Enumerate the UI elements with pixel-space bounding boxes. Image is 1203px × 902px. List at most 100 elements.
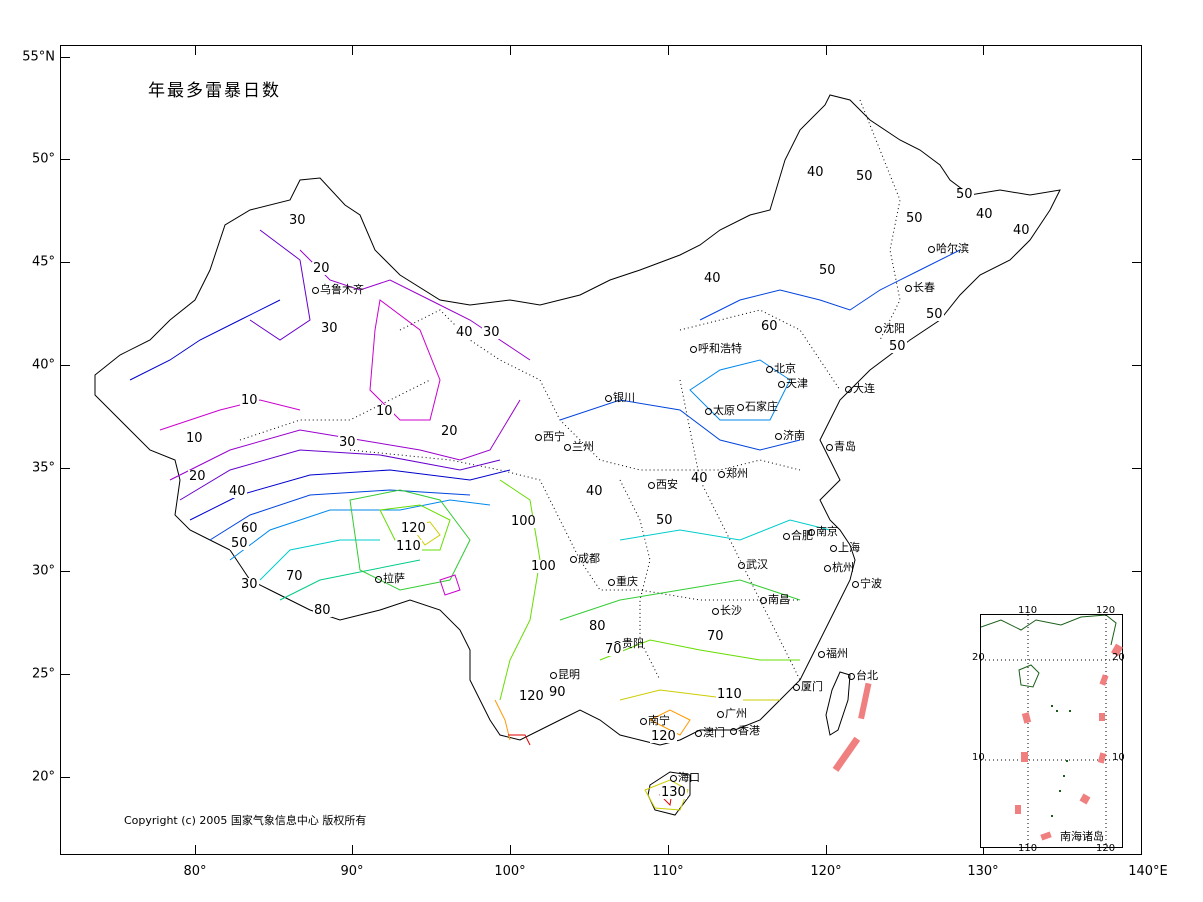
city-label: 香港 — [730, 722, 760, 738]
contour-label: 10 — [240, 393, 259, 408]
city-label: 乌鲁木齐 — [312, 281, 364, 297]
city-label: 成都 — [570, 550, 600, 566]
y-tick-mark — [60, 468, 70, 469]
city-label: 兰州 — [564, 438, 594, 454]
y-label: 45° — [31, 254, 55, 270]
city-label: 昆明 — [550, 666, 580, 682]
contour-label: 130 — [660, 785, 687, 800]
city-label: 沈阳 — [875, 320, 905, 336]
contour-label: 100 — [510, 514, 537, 529]
inset-y-tick: 10 — [972, 752, 985, 763]
x-label: 100° — [494, 864, 526, 879]
contour-label: 70 — [706, 629, 725, 644]
x-label: 140°E — [1128, 864, 1168, 879]
y-tick-mark — [60, 777, 70, 778]
contour-label: 40 — [455, 325, 474, 340]
inset-map — [980, 614, 1124, 849]
city-label: 广州 — [717, 705, 747, 721]
city-label: 南京 — [808, 523, 838, 539]
x-tick-mark — [510, 845, 511, 855]
contour-label: 50 — [888, 339, 907, 354]
city-label: 厦门 — [793, 678, 823, 694]
contour-label: 50 — [925, 307, 944, 322]
y-tick-mark — [1132, 365, 1142, 366]
city-label: 太原 — [705, 402, 735, 418]
contour-label: 40 — [585, 484, 604, 499]
city-label: 哈尔滨 — [928, 240, 969, 256]
y-label: 35° — [31, 460, 55, 476]
copyright-text: Copyright (c) 2005 国家气象信息中心 版权所有 — [124, 814, 367, 827]
y-tick-mark — [1132, 262, 1142, 263]
y-label: 40° — [31, 357, 55, 373]
contour-label: 110 — [395, 539, 422, 554]
city-label: 南昌 — [760, 591, 790, 607]
city-label: 大连 — [845, 380, 875, 396]
contour-label: 70 — [285, 569, 304, 584]
city-label: 西安 — [648, 476, 678, 492]
city-label: 宁波 — [852, 575, 882, 591]
city-label: 澳门 — [695, 724, 725, 740]
x-label: 90° — [340, 864, 364, 879]
y-label: 25° — [31, 666, 55, 682]
city-label: 台北 — [848, 667, 878, 683]
city-label: 重庆 — [608, 573, 638, 589]
y-tick-mark — [60, 262, 70, 263]
city-label: 西宁 — [535, 428, 565, 444]
x-tick-mark — [983, 45, 984, 55]
city-label: 石家庄 — [737, 398, 778, 414]
contour-label: 90 — [548, 685, 567, 700]
contour-label: 10 — [185, 431, 204, 446]
contour-label: 40 — [228, 484, 247, 499]
inset-y-tick: 20 — [972, 652, 985, 663]
y-tick-mark — [60, 159, 70, 160]
contour-label: 50 — [230, 536, 249, 551]
city-label: 海口 — [670, 769, 700, 785]
map-title: 年最多雷暴日数 — [148, 81, 281, 101]
city-label: 杭州 — [824, 559, 854, 575]
city-label: 天津 — [778, 375, 808, 391]
contour-label: 50 — [905, 211, 924, 226]
contour-label: 120 — [400, 521, 427, 536]
x-tick-mark — [983, 845, 984, 855]
contour-label: 100 — [530, 559, 557, 574]
x-tick-mark — [826, 45, 827, 55]
contour-label: 10 — [375, 404, 394, 419]
contour-label: 120 — [650, 729, 677, 744]
contour-label: 40 — [975, 207, 994, 222]
contour-label: 110 — [716, 687, 743, 702]
contour-label: 30 — [320, 321, 339, 336]
contour-label: 50 — [955, 187, 974, 202]
contour-label: 30 — [338, 435, 357, 450]
x-tick-mark — [352, 845, 353, 855]
inset-x-tick: 110 — [1018, 843, 1038, 854]
y-tick-mark — [1132, 571, 1142, 572]
inset-x-tick: 120 — [1096, 843, 1116, 854]
city-label: 青岛 — [826, 438, 856, 454]
city-label: 呼和浩特 — [690, 340, 742, 356]
contour-label: 60 — [240, 521, 259, 536]
country-outline — [94, 94, 1061, 746]
y-label: 50° — [31, 151, 55, 167]
contour-label: 80 — [588, 619, 607, 634]
x-tick-mark — [195, 45, 196, 55]
contour-label: 40 — [806, 165, 825, 180]
contour-label: 40 — [1012, 223, 1031, 238]
contour-label: 30 — [288, 213, 307, 228]
city-label: 拉萨 — [375, 570, 405, 586]
city-label: 长沙 — [712, 602, 742, 618]
x-tick-mark — [352, 45, 353, 55]
y-tick-mark — [60, 571, 70, 572]
map-frame — [60, 45, 1142, 855]
contour-label: 40 — [703, 271, 722, 286]
x-tick-mark — [195, 845, 196, 855]
contour-label: 40 — [690, 471, 709, 486]
x-label: 130° — [967, 864, 999, 879]
contour-label: 50 — [855, 169, 874, 184]
city-label: 上海 — [830, 539, 860, 555]
city-label: 贵阳 — [614, 635, 644, 651]
y-tick-mark — [60, 674, 70, 675]
x-label: 110° — [652, 864, 684, 879]
city-label: 长春 — [905, 279, 935, 295]
inset-y-tick: 20 — [1112, 652, 1125, 663]
contour-label: 70 — [604, 642, 623, 657]
